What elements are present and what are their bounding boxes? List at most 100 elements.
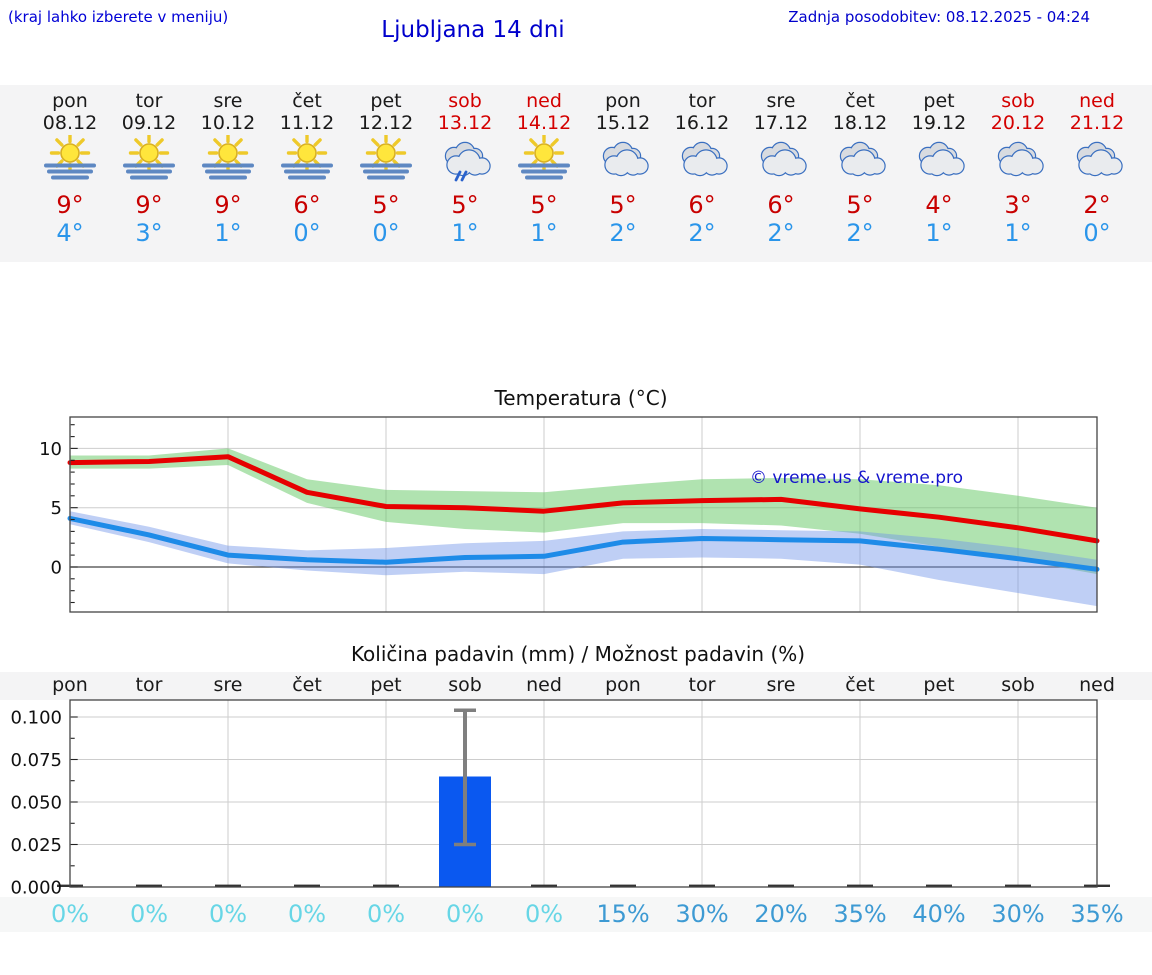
- day-name: ned: [526, 90, 562, 112]
- cloudy-icon: [821, 135, 900, 189]
- day-date: 11.12: [279, 112, 335, 134]
- precip-percent-label: 40%: [912, 900, 966, 928]
- precip-day-label: ned: [526, 674, 562, 696]
- low-temp: 1°: [451, 219, 479, 247]
- precip-percent-label: 30%: [675, 900, 729, 928]
- svg-text:5: 5: [51, 498, 62, 519]
- precip-percent-label: 0%: [208, 900, 248, 928]
- precip-day-label: pet: [370, 674, 402, 696]
- precip-day-row-background: [0, 672, 1152, 700]
- svg-text:10: 10: [39, 439, 62, 460]
- day-name: pon: [52, 90, 88, 112]
- day-date: 14.12: [516, 112, 572, 134]
- low-temp: 2°: [767, 219, 795, 247]
- rain-cloud-icon: [426, 135, 505, 189]
- last-updated-text: Zadnja posodobitev: 08.12.2025 - 04:24: [788, 8, 1090, 26]
- day-date: 19.12: [911, 112, 967, 134]
- precip-percent-label: 0%: [524, 900, 564, 928]
- day-column: ned 21.12 2° 0°: [1058, 85, 1137, 247]
- percent-row-background: [0, 897, 1152, 932]
- precip-percent-label: 0%: [366, 900, 406, 928]
- precipitation-chart: 0.000 0.025 0.050 0.075 0.100: [10, 699, 1110, 895]
- day-column: pet 12.12 5° 0°: [347, 85, 426, 247]
- precip-day-label: pon: [52, 674, 88, 696]
- precip-day-label: ned: [1079, 674, 1115, 696]
- cloudy-icon: [663, 135, 742, 189]
- high-temp: 9°: [214, 191, 242, 219]
- menu-hint-text: (kraj lahko izberete v meniju): [8, 8, 229, 26]
- day-column: pet 19.12 4° 1°: [900, 85, 979, 247]
- day-date: 08.12: [42, 112, 98, 134]
- page-title: Ljubljana 14 dni: [381, 17, 565, 43]
- day-column: ned 14.12 5° 1°: [505, 85, 584, 247]
- day-name: pet: [370, 90, 402, 112]
- cloudy-icon: [900, 135, 979, 189]
- cloudy-icon: [979, 135, 1058, 189]
- low-temp: 1°: [925, 219, 953, 247]
- sun-fog-icon: [347, 132, 426, 189]
- precip-percent-label: 0%: [445, 900, 485, 928]
- precip-day-label: sob: [448, 674, 482, 696]
- cloudy-icon: [1058, 135, 1137, 189]
- day-column: pon 15.12 5° 2°: [584, 85, 663, 247]
- precip-day-label: pet: [923, 674, 955, 696]
- low-temp: 0°: [1083, 219, 1111, 247]
- high-temp: 6°: [293, 191, 321, 219]
- sun-fog-icon: [31, 132, 110, 189]
- low-temp: 1°: [530, 219, 558, 247]
- day-name: pet: [923, 90, 955, 112]
- day-name: sob: [1001, 90, 1035, 112]
- day-column: tor 09.12 9° 3°: [110, 85, 189, 247]
- day-date: 15.12: [595, 112, 651, 134]
- precip-day-label: sre: [213, 674, 243, 696]
- precip-percent-label: 20%: [754, 900, 808, 928]
- day-column: sob 13.12 5° 1°: [426, 85, 505, 247]
- precip-percent-label: 15%: [596, 900, 650, 928]
- low-temp: 2°: [688, 219, 716, 247]
- low-temp: 3°: [135, 219, 163, 247]
- low-temp: 1°: [1004, 219, 1032, 247]
- precip-percent-label: 0%: [287, 900, 327, 928]
- high-temp: 5°: [846, 191, 874, 219]
- high-temp: 4°: [925, 191, 953, 219]
- day-date: 17.12: [753, 112, 809, 134]
- sun-fog-icon: [268, 132, 347, 189]
- day-date: 13.12: [437, 112, 493, 134]
- high-temp: 2°: [1083, 191, 1111, 219]
- low-temp: 0°: [293, 219, 321, 247]
- day-column: čet 18.12 5° 2°: [821, 85, 900, 247]
- sun-fog-icon: [189, 132, 268, 189]
- high-temp: 9°: [56, 191, 84, 219]
- svg-text:0.075: 0.075: [10, 750, 62, 771]
- day-name: sob: [448, 90, 482, 112]
- low-temp: 2°: [609, 219, 637, 247]
- precip-day-label: čet: [292, 674, 322, 696]
- day-column: tor 16.12 6° 2°: [663, 85, 742, 247]
- sun-fog-icon: [110, 132, 189, 189]
- precip-day-label: sre: [766, 674, 796, 696]
- high-temp: 3°: [1004, 191, 1032, 219]
- sun-fog-icon: [505, 132, 584, 189]
- precip-day-label: čet: [845, 674, 875, 696]
- day-column: sre 17.12 6° 2°: [742, 85, 821, 247]
- low-temp: 2°: [846, 219, 874, 247]
- day-name: pon: [605, 90, 641, 112]
- svg-text:0: 0: [51, 558, 62, 579]
- day-date: 20.12: [990, 112, 1046, 134]
- high-temp: 5°: [609, 191, 637, 219]
- high-temp: 5°: [372, 191, 400, 219]
- day-date: 09.12: [121, 112, 177, 134]
- high-temp: 5°: [451, 191, 479, 219]
- day-name: tor: [688, 90, 716, 112]
- cloudy-icon: [742, 135, 821, 189]
- low-temp: 1°: [214, 219, 242, 247]
- svg-text:0.050: 0.050: [10, 793, 62, 814]
- cloudy-icon: [584, 135, 663, 189]
- day-name: sre: [766, 90, 796, 112]
- day-column: sre 10.12 9° 1°: [189, 85, 268, 247]
- precip-day-label: pon: [605, 674, 641, 696]
- precip-day-label: tor: [135, 674, 163, 696]
- temperature-chart: 0 5 10: [39, 416, 1100, 613]
- day-column: sob 20.12 3° 1°: [979, 85, 1058, 247]
- day-name: čet: [845, 90, 875, 112]
